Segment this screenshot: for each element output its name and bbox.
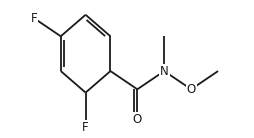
Text: N: N (160, 65, 169, 78)
Text: O: O (186, 83, 196, 96)
Text: F: F (82, 121, 89, 134)
Text: F: F (30, 12, 37, 25)
Text: O: O (133, 113, 142, 126)
